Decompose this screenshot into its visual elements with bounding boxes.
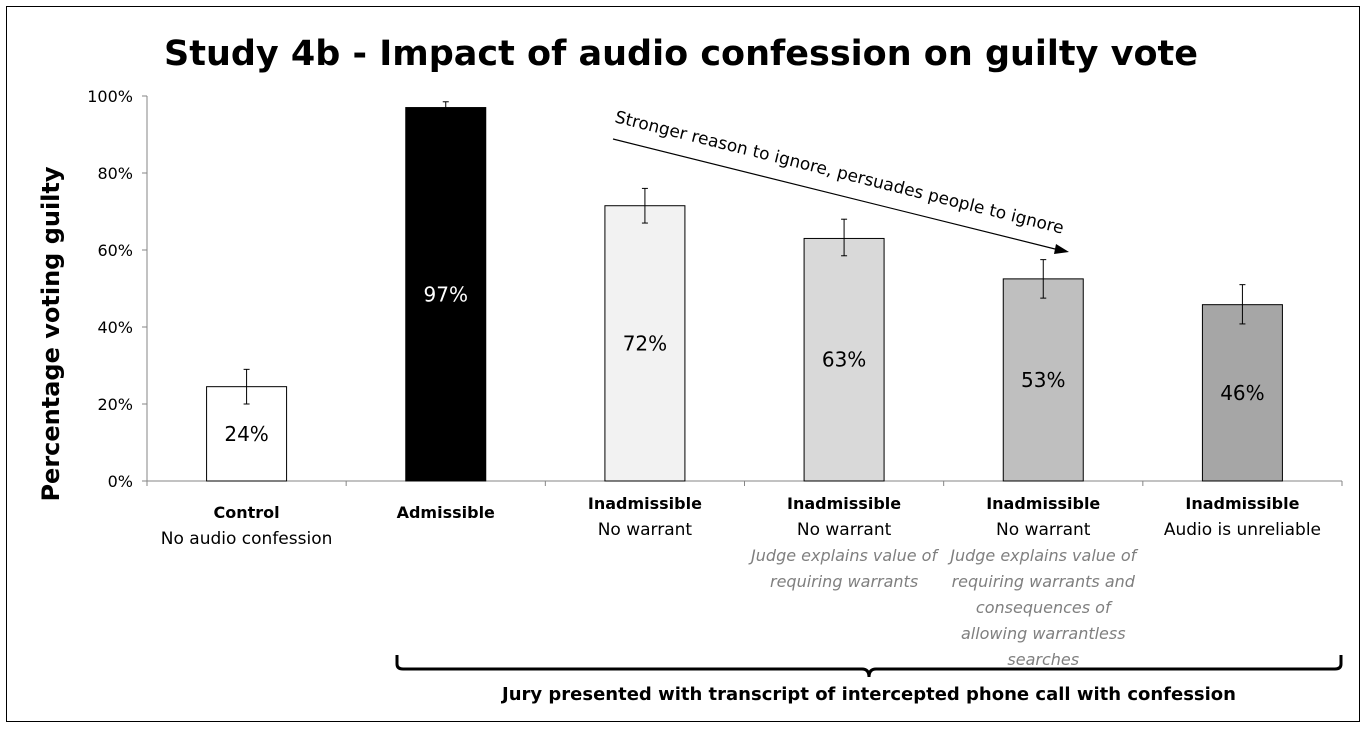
bar-chart: Study 4b - Impact of audio confession on…: [37, 34, 1343, 705]
bar: [604, 205, 686, 482]
trend-arrowhead: [1054, 244, 1069, 254]
category-note: Judge explains value of: [947, 546, 1138, 565]
category-title: Control: [214, 503, 280, 522]
axes: 0% 20% 40% 60% 80% 100%: [87, 87, 1343, 491]
category-note: requiring warrants and: [952, 572, 1136, 591]
category-subtitle: No audio confession: [161, 529, 333, 549]
y-tick-label: 80%: [97, 164, 133, 183]
y-tick-label: 20%: [97, 395, 133, 414]
category-subtitle: No warrant: [797, 520, 892, 540]
bar: [405, 107, 487, 482]
y-tick-label: 40%: [97, 318, 133, 337]
category-note: searches: [1007, 650, 1079, 669]
group-label: Jury presented with transcript of interc…: [500, 684, 1236, 705]
data-label: 63%: [822, 348, 866, 372]
data-label: 97%: [424, 282, 468, 306]
category-subtitle: Audio is unreliable: [1164, 520, 1321, 540]
category-title: Inadmissible: [1185, 494, 1299, 513]
data-label: 53%: [1021, 368, 1065, 392]
category-title: Admissible: [397, 503, 495, 522]
category-note: Judge explains value of: [748, 546, 939, 565]
bar: [803, 237, 885, 482]
brace-line: [395, 655, 1343, 678]
category-subtitle: No warrant: [996, 520, 1091, 540]
category-title: Inadmissible: [986, 494, 1100, 513]
category-title: Inadmissible: [787, 494, 901, 513]
category-labels: Control No audio confession Admissible Inad…: [161, 494, 1321, 669]
data-label: 24%: [224, 422, 268, 446]
category-subtitle: No warrant: [598, 520, 693, 540]
y-tick-label: 100%: [87, 87, 133, 106]
category-note: allowing warrantless: [961, 624, 1126, 643]
category-title: Inadmissible: [588, 494, 702, 513]
chart-frame: Study 4b - Impact of audio confession on…: [6, 6, 1360, 722]
category-note: consequences of: [976, 598, 1113, 617]
category-note: requiring warrants: [770, 572, 918, 591]
y-tick-label: 60%: [97, 241, 133, 260]
bars: 24% 97% 72% 63% 53% 46%: [206, 101, 1283, 482]
bar: [1201, 304, 1283, 482]
y-axis-label: Percentage voting guilty: [37, 166, 65, 501]
data-label: 72%: [623, 331, 667, 355]
y-tick-label: 0%: [108, 472, 133, 491]
group-brace: Jury presented with transcript of interc…: [395, 655, 1343, 705]
data-label: 46%: [1220, 381, 1264, 405]
trend-arrow: [612, 138, 1060, 251]
chart-title: Study 4b - Impact of audio confession on…: [164, 34, 1198, 74]
